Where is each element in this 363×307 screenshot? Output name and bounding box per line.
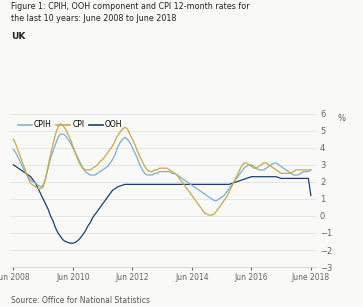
Legend: CPIH, CPI, OOH: CPIH, CPI, OOH <box>15 117 126 133</box>
Text: Source: Office for National Statistics: Source: Office for National Statistics <box>11 297 150 305</box>
Text: the last 10 years: June 2008 to June 2018: the last 10 years: June 2008 to June 201… <box>11 14 176 23</box>
Text: UK: UK <box>11 32 25 41</box>
Text: Figure 1: CPIH, OOH component and CPI 12-month rates for: Figure 1: CPIH, OOH component and CPI 12… <box>11 2 249 10</box>
Text: %: % <box>337 114 345 122</box>
